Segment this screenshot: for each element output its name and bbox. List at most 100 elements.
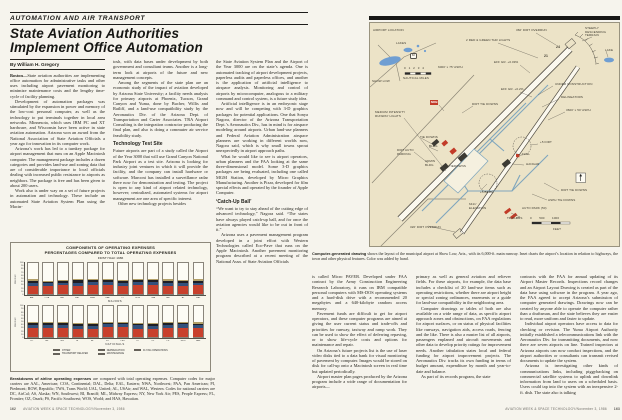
- segment-transport_related: [178, 280, 189, 281]
- y-tick: 0: [22, 337, 24, 340]
- segment-flying_operations: [42, 286, 53, 294]
- segment-maintenance: [27, 325, 38, 328]
- x-tick: AAL: [29, 296, 34, 299]
- y-tick: 50: [21, 321, 24, 324]
- red-features: [441, 139, 520, 220]
- stacked-bar-AL: [177, 262, 190, 295]
- legend-entry: OTHER: [53, 349, 88, 352]
- y-tick: 60: [21, 274, 24, 277]
- map-label: 320’ DIRT OVERRUN: [410, 225, 441, 229]
- body-paragraph: Among the segments of the state plan are…: [113, 80, 208, 138]
- y-tick: 30: [21, 327, 24, 330]
- y-tick: 30: [21, 284, 24, 287]
- map-label: DELINEATORS: [561, 95, 583, 99]
- x-axis-labels: DC AS WN BI ML NY PES FL OZ PS WOS HAS: [24, 340, 206, 342]
- chart-subtitle: PERCENTAGES COMPARED TO TOTAL OPERATING …: [44, 249, 177, 255]
- segment-flying_operations: [27, 285, 38, 294]
- nautical-miles-scalebar: [404, 72, 432, 75]
- body-paragraph: Arizona uses a pavement management progr…: [216, 232, 308, 264]
- body-paragraph: Artificial intelligence is in an embryon…: [216, 101, 308, 154]
- segment-transport_related: [27, 279, 38, 281]
- segment-transport_related: [88, 322, 98, 324]
- map-label: EFF GR. +0.09%: [494, 60, 519, 64]
- y-tick: 40: [21, 281, 24, 284]
- page-top-rule: [369, 16, 620, 20]
- y-axis-ticks: 100 90 80 70 60 50 40 30 20 10 0: [19, 305, 25, 339]
- segment-maintenance: [42, 283, 53, 287]
- stacked-bar-HAS: [192, 305, 205, 339]
- stacked-bar-TWA: [147, 262, 159, 295]
- x-tick: ML: [90, 339, 94, 342]
- legend-label: OTHER: [61, 348, 71, 352]
- segment-transport_related: [72, 279, 83, 281]
- x-tick: DC: [30, 339, 34, 342]
- x-tick: WAL: [195, 296, 201, 299]
- segment-transport_related: [57, 279, 68, 281]
- x-tick: HAS: [196, 339, 201, 342]
- left-folio: 162 AVIATION WEEK & SPACE TECHNOLOGY/Nove…: [10, 407, 125, 411]
- segment-maintenance: [118, 324, 129, 327]
- segment-depreciation: [178, 322, 189, 325]
- segment-flying_operations: [118, 285, 129, 294]
- legend-label: DEPRECIATION: [106, 348, 125, 352]
- segment-transport_related: [133, 279, 144, 281]
- lakes-shapes: [379, 44, 614, 66]
- chart-group-nationals: PERCENT 100 90 80 70 60 50 40 30 20 10 0 DC AS WN BI M…: [15, 305, 206, 346]
- segment-depreciation: [148, 324, 159, 327]
- y-tick: 70: [21, 314, 24, 317]
- map-label: AIRPORT LOCATION: [373, 28, 404, 32]
- text-column-r2: primary as well as general aviation and …: [416, 274, 511, 404]
- legend-swatch: [98, 352, 106, 355]
- y-tick: 80: [21, 268, 24, 271]
- chart-caption: Breakdowns of airline operating expenses…: [10, 376, 215, 401]
- stacked-bar-PAA: [102, 262, 114, 295]
- x-tick: PES: [120, 339, 125, 342]
- x-tick: PAA: [105, 296, 110, 299]
- segment-flying_operations: [148, 328, 159, 338]
- segment-flying_operations: [178, 327, 189, 338]
- page-number-left: 162: [10, 407, 17, 411]
- map-label: 3600’ x 50’ ASPH: [566, 108, 591, 112]
- x-tick: OZ: [151, 339, 155, 342]
- x-tick: AS: [45, 339, 49, 342]
- segment-depreciation: [42, 323, 53, 326]
- segment-flying_operations: [27, 327, 38, 338]
- segment-maintenance: [88, 325, 98, 329]
- chart-caption-lead: Breakdowns of airline operating expenses: [10, 376, 92, 381]
- footer-right-text: AVIATION WEEK & SPACE TECHNOLOGY/Novembe…: [505, 407, 607, 411]
- segment-transport_related: [57, 322, 68, 323]
- segment-maintenance: [57, 325, 68, 328]
- segment-depreciation: [118, 322, 129, 325]
- stacked-bar-UAL: [162, 262, 174, 295]
- segment-maintenance: [27, 282, 38, 286]
- stacked-bar-WOS: [177, 305, 190, 339]
- segment-depreciation: [57, 322, 68, 326]
- map-label: LAKES: [396, 41, 407, 45]
- stacked-bar-ML: [87, 305, 99, 339]
- map-label: DIRT AUTO PARKING: [397, 148, 414, 156]
- segment-flying_operations: [118, 326, 129, 338]
- segment-flying_operations: [103, 285, 113, 294]
- kicker-rule: [10, 23, 308, 25]
- segment-maintenance: [88, 281, 98, 285]
- map-label: 24: [556, 45, 560, 49]
- y-tick: 10: [21, 290, 24, 293]
- y-axis-label: PERCENT: [15, 317, 17, 327]
- stacked-bar-COA: [42, 262, 54, 295]
- x-tick: DAL: [60, 296, 65, 299]
- segment-flying_operations: [133, 328, 144, 338]
- segment-transport_related: [133, 322, 144, 324]
- segment-flying_operations: [72, 285, 83, 294]
- map-label: TIE DOWNS: [420, 135, 438, 139]
- chart-legend: OTHER TRANSPORT RELATED DEPRECIATION MAINTE…: [15, 349, 206, 356]
- leader-lines: [403, 32, 609, 233]
- y-tick: 60: [21, 317, 24, 320]
- map-label: BLDG: [429, 144, 438, 148]
- map-label: +5 DIRT: [540, 140, 552, 144]
- terrain-hatching: [574, 31, 599, 65]
- y-tick: 80: [21, 311, 24, 314]
- segment-transport_related: [163, 322, 174, 324]
- chart-group-majors: PERCENT 100 90 80 70 60 50 40 30 20 10 0 AAL COA DAL…: [15, 262, 206, 303]
- segment-flying_operations: [42, 328, 53, 338]
- footer-left-text: AVIATION WEEK & SPACE TECHNOLOGY/Novembe…: [23, 407, 125, 411]
